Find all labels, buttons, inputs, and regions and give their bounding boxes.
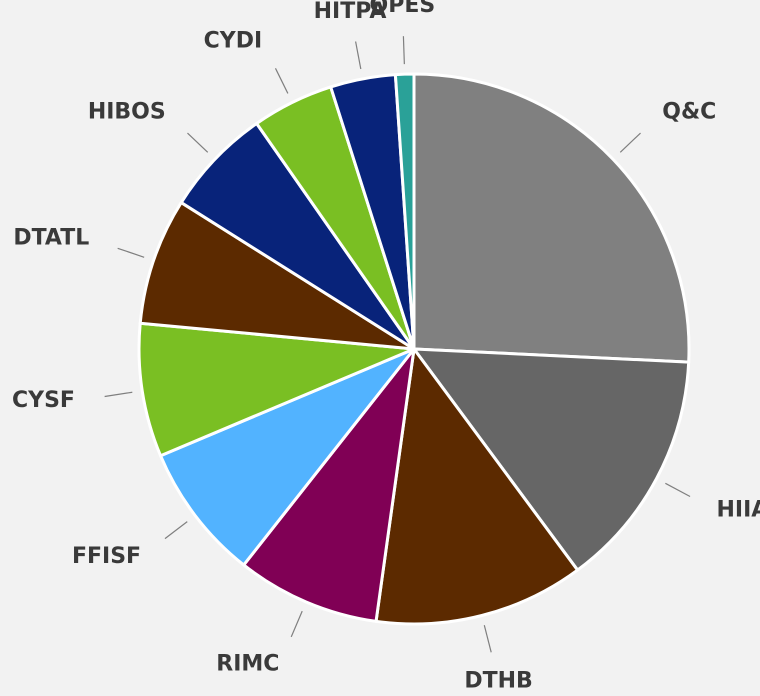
pie-slice-dtatl: [138, 201, 416, 351]
slice-label-dthb: DTHB: [464, 668, 532, 693]
leader-line-cydi: [274, 68, 289, 94]
pie-slice-ffisf: [159, 347, 416, 567]
slice-label-hiia: HIIA: [717, 498, 760, 523]
slice-label-ffisf: FFISF: [72, 544, 141, 569]
labels-layer: Q&C HIIA DTHB RIMC FFISF CYSF DTATL HIBOS CYDI HI…: [12, 0, 760, 693]
leader-lines-layer: [104, 36, 691, 653]
leader-line-ffisf: [164, 521, 188, 540]
leader-line-rimc: [290, 610, 303, 638]
slices-layer: [137, 72, 691, 626]
leader-line-hiia: [665, 482, 691, 498]
slice-label-dtatl: DTATL: [13, 226, 89, 251]
pie-slice-dthb: [374, 347, 580, 626]
leader-line-dthb: [483, 625, 492, 653]
slice-label-q-c: Q&C: [662, 99, 716, 124]
leader-line-opes: [402, 36, 405, 65]
slice-label-rimc: RIMC: [216, 652, 279, 677]
leader-line-q-c: [619, 132, 641, 153]
leader-line-dtatl: [117, 247, 145, 258]
leader-line-cysf: [104, 391, 133, 398]
slice-label-hibos: HIBOS: [88, 99, 166, 124]
pie-slice-opes: [393, 72, 416, 351]
slice-label-cydi: CYDI: [204, 28, 263, 53]
pie-slice-q-c: [412, 72, 691, 364]
pie-slice-cysf: [137, 321, 416, 458]
pie-slice-rimc: [242, 347, 416, 623]
leader-line-hitpa: [355, 41, 362, 70]
leader-line-hibos: [187, 132, 209, 153]
pie-slice-hiia: [412, 347, 691, 572]
slice-label-opes: OPES: [370, 0, 436, 18]
slice-label-hitpa: HITPA: [314, 0, 387, 24]
slice-label-cysf: CYSF: [12, 388, 75, 413]
